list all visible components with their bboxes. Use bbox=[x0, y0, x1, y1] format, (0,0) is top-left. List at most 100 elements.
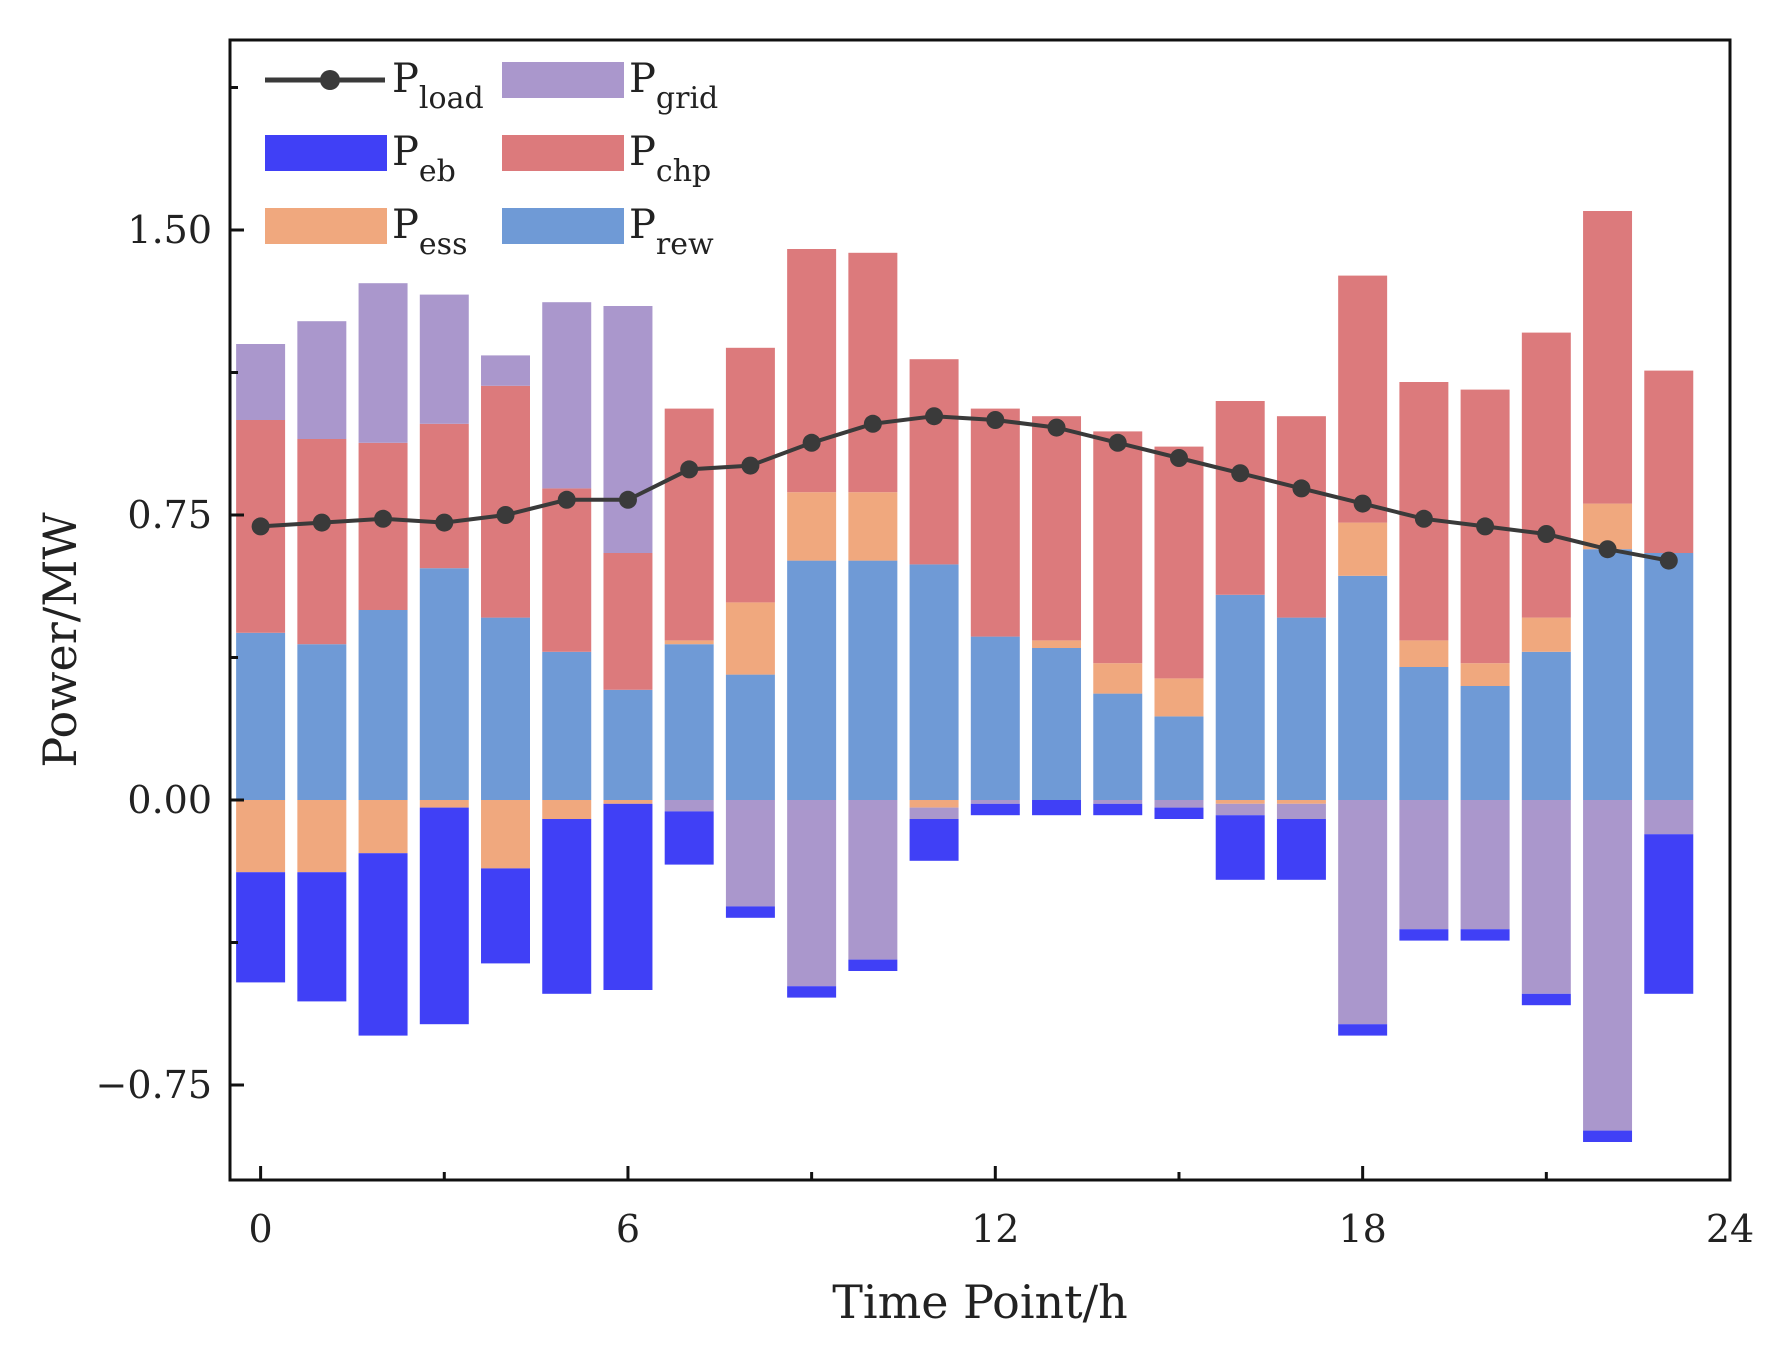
bar-rew-2 bbox=[358, 610, 408, 800]
bar-grid-15 bbox=[1154, 800, 1204, 808]
load-line-layer bbox=[251, 407, 1678, 570]
x-tick-label: 12 bbox=[971, 1207, 1019, 1251]
load-line bbox=[260, 414, 1670, 563]
bar-rew-15 bbox=[1154, 716, 1204, 800]
load-point-5 bbox=[557, 490, 576, 509]
legend-swatch-grid bbox=[502, 62, 624, 98]
bar-rew-14 bbox=[1093, 693, 1143, 800]
bar-chp-23 bbox=[1644, 370, 1694, 553]
bar-rew-11 bbox=[909, 564, 959, 800]
bar-rew-3 bbox=[419, 568, 469, 800]
bar-eb-13 bbox=[1032, 800, 1082, 816]
load-point-14 bbox=[1108, 433, 1127, 452]
bar-rew-17 bbox=[1276, 617, 1326, 800]
bar-ess-10 bbox=[848, 492, 898, 561]
bar-chp-15 bbox=[1154, 446, 1204, 679]
load-point-6 bbox=[618, 490, 637, 509]
load-point-8 bbox=[741, 456, 760, 475]
bar-grid-18 bbox=[1338, 800, 1388, 1025]
bar-rew-5 bbox=[542, 651, 592, 800]
bar-ess-4 bbox=[481, 800, 530, 869]
bar-layer bbox=[236, 211, 1694, 1142]
x-axis-title: Time Point/h bbox=[832, 1275, 1128, 1329]
bar-chp-8 bbox=[725, 347, 775, 603]
bar-grid-22 bbox=[1583, 800, 1633, 1131]
bar-chp-17 bbox=[1276, 416, 1326, 618]
bar-eb-0 bbox=[236, 872, 286, 983]
load-point-13 bbox=[1047, 418, 1066, 437]
bar-grid-12 bbox=[970, 800, 1020, 804]
bar-eb-3 bbox=[419, 807, 469, 1025]
x-tick-label: 0 bbox=[249, 1207, 273, 1251]
bar-grid-9 bbox=[787, 800, 837, 987]
legend-label-load: Pload bbox=[392, 56, 484, 116]
bar-ess-21 bbox=[1521, 617, 1571, 652]
bar-grid-20 bbox=[1460, 800, 1510, 930]
bar-grid-8 bbox=[725, 800, 775, 907]
bar-eb-21 bbox=[1521, 993, 1571, 1006]
load-point-7 bbox=[680, 460, 699, 479]
bar-ess-17 bbox=[1276, 800, 1326, 804]
bar-ess-9 bbox=[787, 492, 837, 561]
x-axis: 0 6 12 18 24 bbox=[249, 1166, 1754, 1251]
legend: Pload Pgrid Peb Pchp Pess Prew bbox=[265, 56, 718, 262]
x-tick-label: 6 bbox=[616, 1207, 640, 1251]
bar-eb-5 bbox=[542, 819, 592, 994]
load-point-15 bbox=[1169, 449, 1188, 467]
plot-frame bbox=[228, 38, 1732, 1182]
load-point-21 bbox=[1537, 525, 1556, 543]
legend-label-eb: Peb bbox=[392, 129, 456, 189]
bar-rew-12 bbox=[970, 636, 1020, 800]
legend-marker-load bbox=[320, 70, 340, 90]
bar-chp-11 bbox=[909, 359, 959, 565]
bar-eb-8 bbox=[725, 906, 775, 918]
bar-eb-18 bbox=[1338, 1024, 1388, 1036]
bar-rew-4 bbox=[481, 617, 530, 800]
bar-rew-0 bbox=[236, 632, 286, 800]
legend-swatch-eb bbox=[265, 135, 387, 171]
x-tick-label: 18 bbox=[1338, 1207, 1386, 1251]
load-point-10 bbox=[863, 414, 882, 433]
legend-swatch-rew bbox=[502, 208, 624, 244]
bar-grid-14 bbox=[1093, 800, 1143, 804]
bar-chp-4 bbox=[481, 385, 530, 618]
bar-rew-10 bbox=[848, 560, 898, 800]
y-tick-label: 0.75 bbox=[127, 493, 212, 537]
bar-grid-5 bbox=[542, 302, 592, 489]
bar-chp-21 bbox=[1521, 332, 1571, 618]
x-tick-label: 24 bbox=[1706, 1207, 1754, 1251]
y-tick-label: −0.75 bbox=[96, 1063, 212, 1107]
load-point-18 bbox=[1353, 494, 1372, 513]
load-point-12 bbox=[986, 411, 1005, 429]
bar-eb-12 bbox=[970, 803, 1020, 816]
bar-grid-16 bbox=[1215, 803, 1265, 816]
bar-eb-23 bbox=[1644, 834, 1694, 994]
bar-grid-2 bbox=[358, 283, 408, 443]
bar-ess-0 bbox=[236, 800, 286, 873]
bar-grid-23 bbox=[1644, 800, 1694, 835]
legend-label-rew: Prew bbox=[629, 202, 714, 262]
load-point-23 bbox=[1659, 551, 1678, 570]
load-point-16 bbox=[1231, 464, 1250, 483]
load-point-17 bbox=[1292, 479, 1311, 498]
legend-swatch-ess bbox=[265, 208, 387, 244]
bar-ess-20 bbox=[1460, 663, 1510, 686]
load-point-9 bbox=[802, 433, 821, 452]
bar-grid-7 bbox=[664, 800, 714, 812]
load-point-2 bbox=[374, 509, 393, 528]
bar-rew-21 bbox=[1521, 651, 1571, 800]
bar-rew-1 bbox=[297, 644, 347, 800]
bar-eb-7 bbox=[664, 811, 714, 865]
load-point-3 bbox=[435, 513, 454, 532]
bar-rew-19 bbox=[1399, 667, 1449, 800]
bar-grid-6 bbox=[603, 306, 653, 553]
bar-eb-9 bbox=[787, 986, 837, 998]
bar-grid-17 bbox=[1276, 803, 1326, 819]
bar-eb-17 bbox=[1276, 819, 1326, 880]
bar-grid-19 bbox=[1399, 800, 1449, 930]
bar-eb-6 bbox=[603, 803, 653, 990]
bar-ess-19 bbox=[1399, 640, 1449, 667]
bar-eb-14 bbox=[1093, 803, 1143, 816]
bar-eb-15 bbox=[1154, 807, 1204, 819]
bar-ess-8 bbox=[725, 602, 775, 675]
